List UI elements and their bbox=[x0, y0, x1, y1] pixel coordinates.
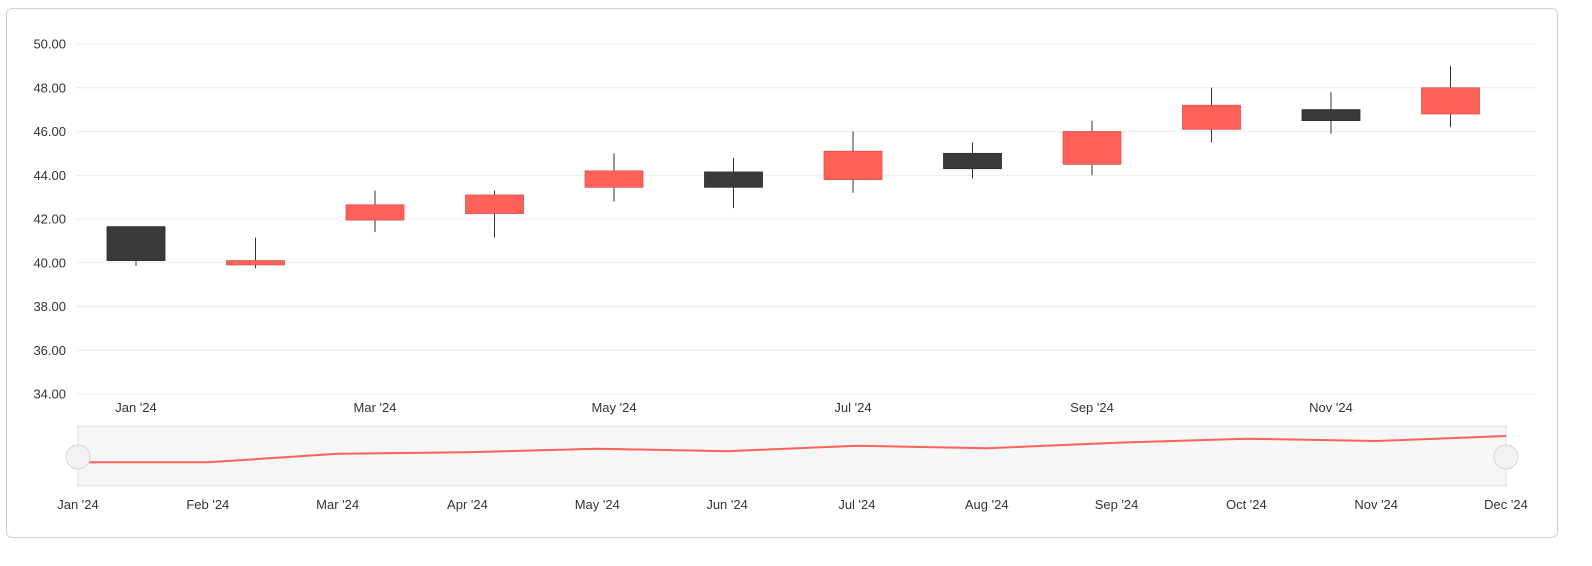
navigator-tick-label: Mar '24 bbox=[316, 497, 359, 512]
x-tick-label: May '24 bbox=[591, 400, 636, 415]
candle bbox=[106, 226, 166, 267]
y-tick-label: 48.00 bbox=[33, 80, 66, 95]
candle bbox=[584, 153, 644, 202]
navigator-tick-label: Feb '24 bbox=[186, 497, 229, 512]
y-tick-label: 44.00 bbox=[33, 168, 66, 183]
candle-body bbox=[1062, 131, 1122, 165]
navigator-tick-label: Jun '24 bbox=[706, 497, 748, 512]
candle bbox=[1182, 87, 1241, 143]
navigator-tick-label: Apr '24 bbox=[447, 497, 488, 512]
candle-body bbox=[943, 152, 1002, 170]
candle bbox=[1301, 92, 1361, 134]
candle-body bbox=[1421, 87, 1480, 115]
navigator-tick-label: Nov '24 bbox=[1354, 497, 1398, 512]
navigator-tick-label: Jan '24 bbox=[57, 497, 99, 512]
grid-lines bbox=[76, 43, 1536, 395]
y-axis-ticks: 34.00 36.00 38.00 40.00 42.00 44.00 46.00 48.00… bbox=[33, 37, 66, 402]
y-tick-label: 50.00 bbox=[33, 37, 66, 52]
candle bbox=[1062, 120, 1122, 176]
x-tick-label: Sep '24 bbox=[1070, 400, 1114, 415]
y-tick-label: 34.00 bbox=[33, 387, 66, 402]
navigator-tick-label: Oct '24 bbox=[1226, 497, 1267, 512]
navigator-series-line bbox=[78, 435, 1507, 464]
candle bbox=[226, 237, 285, 269]
candle bbox=[465, 190, 524, 238]
candle-body bbox=[106, 226, 166, 261]
candle-body bbox=[1301, 109, 1361, 121]
x-tick-label: Nov '24 bbox=[1309, 400, 1353, 415]
candles bbox=[106, 65, 1480, 269]
y-tick-label: 46.00 bbox=[33, 124, 66, 139]
candle bbox=[823, 131, 883, 193]
navigator-tick-label: Dec '24 bbox=[1484, 497, 1528, 512]
candle bbox=[345, 190, 405, 233]
x-tick-label: Jan '24 bbox=[115, 400, 157, 415]
navigator-left-handle[interactable] bbox=[65, 444, 91, 470]
navigator-right-handle[interactable] bbox=[1493, 444, 1519, 470]
x-tick-label: Jul '24 bbox=[834, 400, 871, 415]
candle-body bbox=[226, 260, 285, 266]
y-tick-label: 36.00 bbox=[33, 343, 66, 358]
candle-body bbox=[465, 194, 524, 214]
candle-body bbox=[704, 171, 763, 188]
navigator-x-axis-ticks: Jan '24 Feb '24 Mar '24 Apr '24 May '24 Jun '… bbox=[57, 497, 1528, 512]
candle bbox=[1421, 65, 1480, 128]
y-tick-label: 40.00 bbox=[33, 255, 66, 270]
candle-body bbox=[584, 170, 644, 188]
x-axis-ticks: Jan '24 Mar '24 May '24 Jul '24 Sep '24 Nov '… bbox=[115, 400, 1353, 415]
candle bbox=[704, 157, 763, 209]
candle-body bbox=[1182, 104, 1241, 130]
y-tick-label: 38.00 bbox=[33, 299, 66, 314]
candle-body bbox=[823, 150, 883, 181]
navigator-tick-label: Aug '24 bbox=[965, 497, 1009, 512]
navigator-tick-label: Sep '24 bbox=[1095, 497, 1139, 512]
navigator-tick-label: Jul '24 bbox=[838, 497, 875, 512]
candle bbox=[943, 142, 1002, 179]
candle-body bbox=[345, 204, 405, 221]
x-tick-label: Mar '24 bbox=[354, 400, 397, 415]
navigator[interactable] bbox=[65, 425, 1519, 487]
y-tick-label: 42.00 bbox=[33, 212, 66, 227]
navigator-tick-label: May '24 bbox=[575, 497, 620, 512]
